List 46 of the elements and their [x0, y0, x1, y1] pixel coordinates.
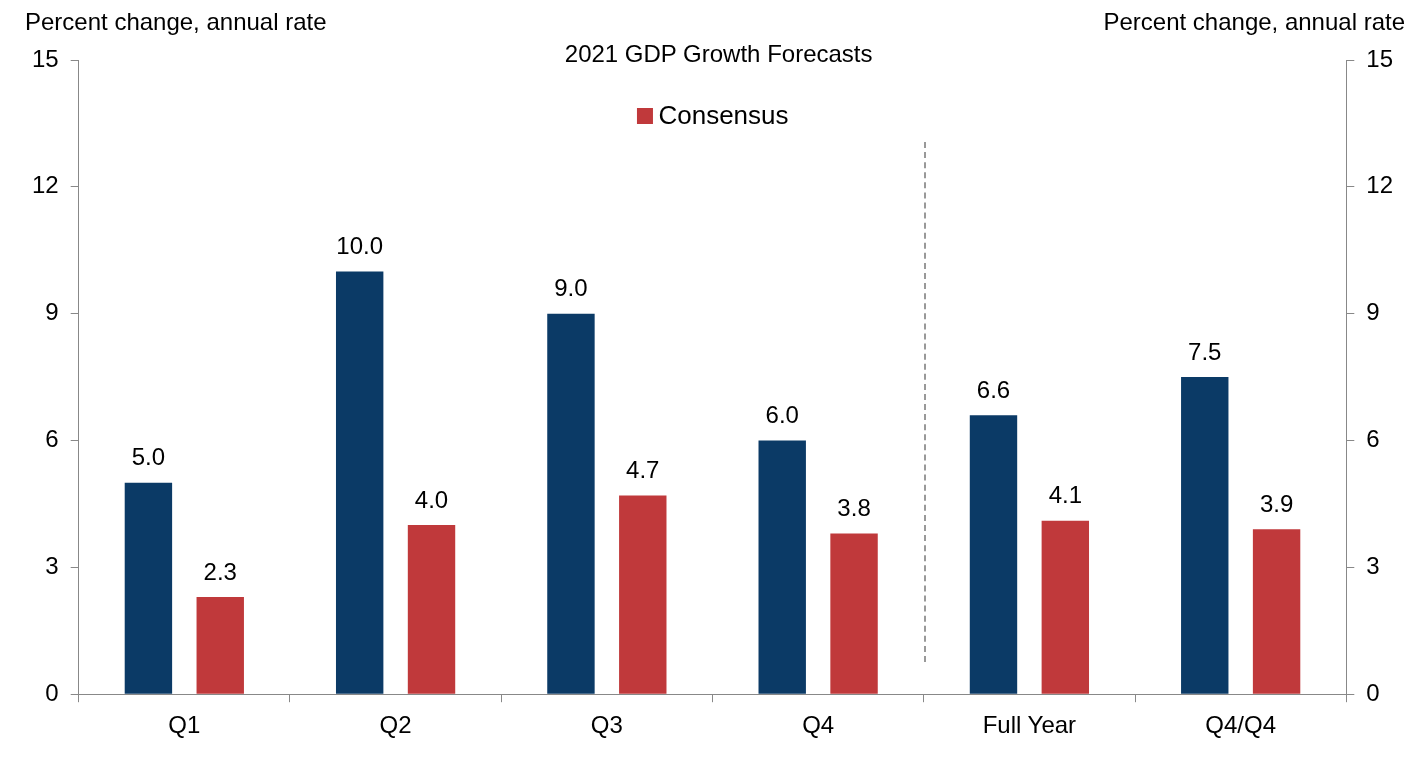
bar [407, 525, 456, 694]
y-tick-label: 15 [31, 44, 59, 72]
x-tick-label: Q1 [168, 711, 201, 739]
y2-axis-title: Percent change, annual rate [1103, 8, 1405, 36]
data-label: 4.0 [414, 485, 449, 513]
y2-tick-label: 0 [1366, 678, 1380, 706]
bar [969, 415, 1018, 694]
data-label: 4.1 [1048, 481, 1083, 509]
bar [335, 271, 384, 694]
bar [758, 440, 806, 694]
data-label: 2.3 [203, 557, 237, 585]
y-axis-title: Percent change, annual rate [25, 8, 327, 36]
data-label: 7.5 [1188, 337, 1222, 365]
bar [830, 533, 878, 694]
y-tick-label: 3 [45, 551, 59, 579]
bar [547, 313, 595, 694]
data-label: 6.6 [976, 375, 1011, 403]
x-tick-label: Q2 [379, 711, 412, 739]
x-tick-label: Full Year [982, 711, 1077, 739]
bar [1041, 520, 1090, 694]
y-tick-label: 6 [45, 425, 59, 453]
data-label: 3.9 [1259, 489, 1294, 517]
bar [1252, 529, 1301, 694]
chart-title: 2021 GDP Growth Forecasts [564, 40, 873, 68]
y2-tick-label: 12 [1366, 171, 1394, 199]
data-label: 3.8 [837, 494, 871, 522]
y-tick-label: 0 [45, 678, 59, 706]
data-label: 4.7 [626, 456, 660, 484]
y-tick-label: 9 [45, 298, 59, 326]
y2-tick-label: 15 [1366, 44, 1394, 72]
y2-tick-label: 3 [1366, 551, 1380, 579]
data-label: 6.0 [765, 401, 799, 429]
legend-label: Consensus [658, 100, 789, 131]
data-label: 10.0 [336, 232, 384, 260]
data-label: 9.0 [554, 274, 588, 302]
bar [1181, 377, 1229, 694]
x-tick-label: Q3 [590, 711, 623, 739]
x-tick-label: Q4/Q4 [1205, 711, 1277, 739]
y-tick-label: 12 [31, 171, 59, 199]
bar [124, 482, 173, 694]
bar [196, 596, 244, 694]
bar [619, 495, 667, 694]
data-label: 5.0 [131, 443, 166, 471]
x-tick-label: Q4 [802, 711, 835, 739]
y2-tick-label: 6 [1366, 425, 1380, 453]
y2-tick-label: 9 [1366, 298, 1380, 326]
